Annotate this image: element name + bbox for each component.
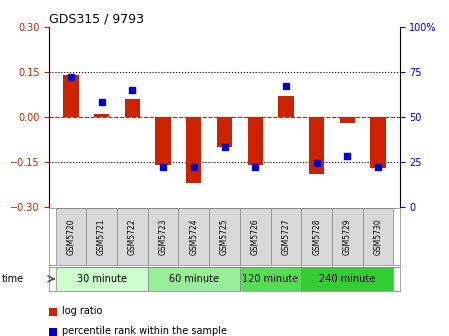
Point — [159, 164, 167, 170]
Bar — [209, 208, 240, 265]
Bar — [370, 117, 386, 168]
Bar — [56, 267, 148, 291]
Text: GSM5730: GSM5730 — [374, 218, 383, 255]
Bar — [125, 99, 140, 117]
Bar — [186, 117, 202, 183]
Text: 240 minute: 240 minute — [319, 274, 375, 284]
Text: GSM5720: GSM5720 — [66, 218, 75, 255]
Bar — [178, 208, 209, 265]
Text: 30 minute: 30 minute — [77, 274, 127, 284]
Point — [67, 75, 75, 80]
Bar — [148, 208, 178, 265]
Bar — [94, 114, 109, 117]
Bar — [240, 208, 271, 265]
Bar — [86, 208, 117, 265]
Text: GSM5727: GSM5727 — [282, 218, 291, 255]
Text: 60 minute: 60 minute — [169, 274, 219, 284]
Bar — [240, 267, 301, 291]
Point — [313, 161, 320, 166]
Bar — [301, 208, 332, 265]
Bar — [217, 117, 232, 147]
Point — [98, 100, 105, 105]
Point — [190, 164, 198, 170]
Bar — [117, 208, 148, 265]
Text: GSM5728: GSM5728 — [312, 219, 321, 255]
Text: GSM5723: GSM5723 — [158, 218, 167, 255]
Text: GSM5729: GSM5729 — [343, 218, 352, 255]
Text: log ratio: log ratio — [62, 306, 102, 316]
Bar — [309, 117, 324, 174]
Text: GSM5724: GSM5724 — [189, 218, 198, 255]
Point — [129, 87, 136, 92]
Text: 120 minute: 120 minute — [242, 274, 299, 284]
Bar — [278, 96, 294, 117]
Bar — [63, 75, 79, 117]
Bar — [148, 267, 240, 291]
Text: GSM5726: GSM5726 — [251, 218, 260, 255]
Text: time: time — [2, 274, 24, 284]
Point — [221, 144, 228, 150]
Point — [374, 164, 382, 170]
Point — [251, 164, 259, 170]
Point — [344, 154, 351, 159]
Bar — [271, 208, 301, 265]
Text: GDS315 / 9793: GDS315 / 9793 — [49, 13, 145, 26]
Text: GSM5721: GSM5721 — [97, 219, 106, 255]
Point — [282, 84, 290, 89]
Text: GSM5722: GSM5722 — [128, 219, 137, 255]
Text: percentile rank within the sample: percentile rank within the sample — [62, 326, 227, 336]
Bar — [301, 267, 393, 291]
Bar — [56, 208, 86, 265]
Bar — [363, 208, 393, 265]
Bar — [155, 117, 171, 165]
Bar — [340, 117, 355, 123]
Text: GSM5725: GSM5725 — [220, 218, 229, 255]
Bar — [247, 117, 263, 165]
Bar — [332, 208, 363, 265]
